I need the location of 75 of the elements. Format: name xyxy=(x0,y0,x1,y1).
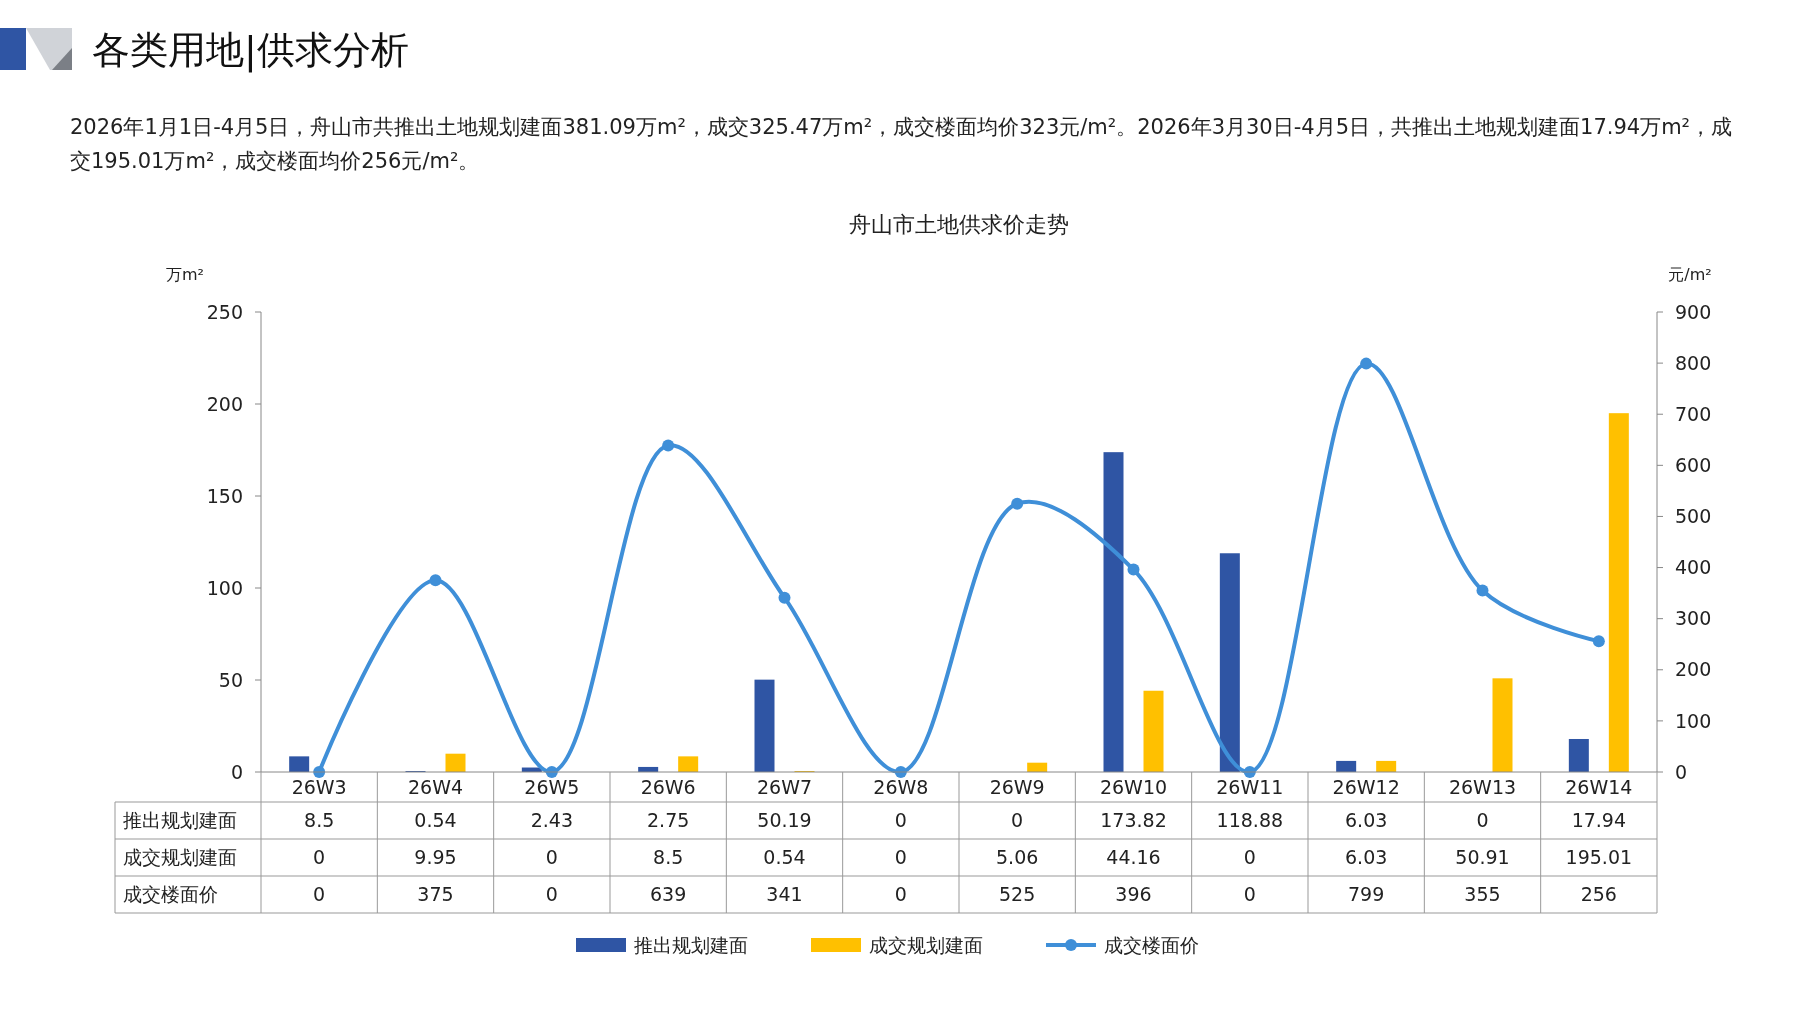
data-label: 50.19 xyxy=(757,809,812,832)
data-label: 0 xyxy=(1476,809,1489,832)
x-tick-label: 26W10 xyxy=(1099,775,1168,798)
text: 各类用地|供求分析 xyxy=(92,28,409,73)
y2-tick-label: 400 xyxy=(1675,556,1712,579)
data-label: 8.5 xyxy=(653,846,684,869)
y2-axis-title: 元/m² xyxy=(1668,265,1712,284)
data-label: 0 xyxy=(545,883,558,906)
y2-tick-label: 100 xyxy=(1675,709,1712,732)
text: 推出规划建面 xyxy=(123,809,237,832)
y2-tick-label: 500 xyxy=(1675,505,1712,528)
y-tick-label: 50 xyxy=(218,668,243,691)
data-label: 0.54 xyxy=(763,846,806,869)
data-label: 0.54 xyxy=(414,809,457,832)
y2-tick-label: 600 xyxy=(1675,453,1712,476)
y-tick-label: 150 xyxy=(206,484,243,507)
y-axis-title: 万m² xyxy=(166,265,204,284)
x-tick-label: 26W7 xyxy=(756,775,813,798)
data-label: 799 xyxy=(1348,883,1385,906)
data-label: 118.88 xyxy=(1216,809,1284,832)
data-label: 0 xyxy=(1243,846,1256,869)
legend-label: 推出规划建面 xyxy=(634,933,748,956)
data-label: 355 xyxy=(1464,883,1501,906)
data-label: 50.91 xyxy=(1455,846,1510,869)
x-tick-label: 26W9 xyxy=(989,775,1045,798)
x-tick-label: 26W13 xyxy=(1448,775,1517,798)
data-label: 5.06 xyxy=(996,846,1039,869)
data-label: 396 xyxy=(1115,883,1152,906)
y2-tick-label: 200 xyxy=(1675,658,1712,681)
chart-subtitle: 2026年1月1日-4月5日，舟山市共推出土地规划建面381.09万m²，成交325.47万m²，成交楼面均价323元/m²。2026年3月30日-4月5日，共推出土地规划建面17.94万m²，成交195.01万m²，成交楼面均价256元/m²。 xyxy=(70,114,1734,175)
data-label: 6.03 xyxy=(1345,809,1388,832)
text: 成交规划建面 xyxy=(123,846,237,869)
y-tick-label: 0 xyxy=(230,760,243,783)
data-label: 17.94 xyxy=(1571,809,1627,832)
x-tick-label: 26W14 xyxy=(1565,775,1633,798)
data-label: 195.01 xyxy=(1565,846,1633,869)
x-tick-label: 26W8 xyxy=(873,775,929,798)
data-label: 256 xyxy=(1580,883,1617,906)
data-label: 639 xyxy=(650,883,687,906)
y2-tick-label: 0 xyxy=(1675,760,1688,783)
data-label: 0 xyxy=(1011,809,1024,832)
data-label: 173.82 xyxy=(1100,809,1167,832)
legend-label: 成交楼面价 xyxy=(1104,933,1199,956)
legend-label: 成交规划建面 xyxy=(869,933,983,956)
x-tick-label: 26W6 xyxy=(640,775,696,798)
data-label: 9.95 xyxy=(414,846,457,869)
data-label: 6.03 xyxy=(1345,846,1388,869)
y-tick-label: 100 xyxy=(206,576,243,599)
data-label: 525 xyxy=(999,883,1036,906)
data-label: 2.43 xyxy=(530,809,573,832)
y2-tick-label: 700 xyxy=(1675,402,1712,425)
data-label: 2.75 xyxy=(647,809,690,832)
x-tick-label: 26W4 xyxy=(407,775,464,798)
data-label: 0 xyxy=(313,883,326,906)
y-tick-label: 200 xyxy=(206,392,243,415)
text: 成交楼面价 xyxy=(123,883,218,906)
data-label: 0 xyxy=(894,809,907,832)
data-label: 0 xyxy=(313,846,326,869)
y2-tick-label: 300 xyxy=(1675,607,1712,630)
data-label: 375 xyxy=(417,883,454,906)
data-label: 0 xyxy=(545,846,558,869)
data-label: 0 xyxy=(894,846,907,869)
data-label: 0 xyxy=(894,883,907,906)
y-tick-label: 250 xyxy=(206,300,243,323)
data-label: 8.5 xyxy=(304,809,335,832)
chart-title: 舟山市土地供求价走势 xyxy=(849,212,1069,237)
x-tick-label: 26W11 xyxy=(1216,775,1284,798)
y2-tick-label: 800 xyxy=(1675,351,1712,374)
x-tick-label: 26W5 xyxy=(524,775,580,798)
x-tick-label: 26W3 xyxy=(291,775,347,798)
data-label: 341 xyxy=(766,883,803,906)
y2-tick-label: 900 xyxy=(1675,300,1712,323)
x-tick-label: 26W12 xyxy=(1332,775,1400,798)
data-label: 44.16 xyxy=(1106,846,1161,869)
data-label: 0 xyxy=(1243,883,1256,906)
